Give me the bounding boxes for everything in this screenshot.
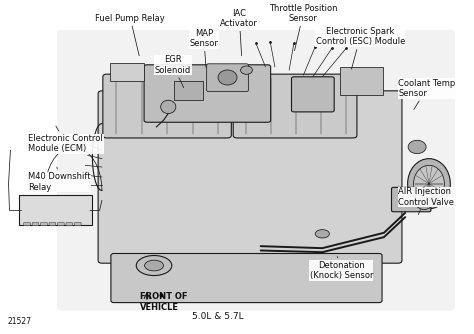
FancyBboxPatch shape [292, 77, 334, 112]
Text: Fuel Pump Relay: Fuel Pump Relay [95, 14, 165, 56]
Text: MAP
Sensor: MAP Sensor [190, 29, 218, 67]
FancyBboxPatch shape [392, 187, 431, 212]
Ellipse shape [218, 70, 237, 85]
Text: IAC
Activator: IAC Activator [220, 9, 258, 56]
Text: 21527: 21527 [7, 317, 31, 326]
Text: FRONT OF
VEHICLE: FRONT OF VEHICLE [140, 292, 187, 312]
Ellipse shape [413, 165, 444, 202]
Ellipse shape [136, 256, 172, 276]
Ellipse shape [415, 191, 434, 210]
FancyBboxPatch shape [340, 67, 383, 95]
FancyBboxPatch shape [110, 63, 144, 81]
Text: Detonation
(Knock) Sensor: Detonation (Knock) Sensor [310, 257, 373, 280]
Text: Throttle Position
Sensor: Throttle Position Sensor [269, 4, 337, 51]
FancyBboxPatch shape [66, 222, 73, 226]
FancyBboxPatch shape [32, 222, 39, 226]
FancyBboxPatch shape [207, 64, 248, 92]
FancyBboxPatch shape [111, 254, 382, 303]
FancyBboxPatch shape [103, 74, 231, 138]
Text: 5.0L & 5.7L: 5.0L & 5.7L [192, 312, 244, 321]
FancyBboxPatch shape [57, 30, 455, 311]
FancyBboxPatch shape [19, 195, 92, 225]
FancyBboxPatch shape [144, 65, 271, 122]
FancyBboxPatch shape [57, 222, 64, 226]
Ellipse shape [145, 260, 164, 271]
Text: Electronic Control
Module (ECM): Electronic Control Module (ECM) [28, 126, 103, 153]
Text: Electronic Spark
Control (ESC) Module: Electronic Spark Control (ESC) Module [316, 27, 405, 69]
Text: AIR Injection
Control Valve: AIR Injection Control Valve [398, 187, 454, 214]
Ellipse shape [240, 66, 252, 74]
FancyBboxPatch shape [49, 222, 56, 226]
FancyBboxPatch shape [233, 74, 357, 138]
Ellipse shape [408, 140, 426, 154]
FancyBboxPatch shape [24, 222, 30, 226]
Ellipse shape [315, 230, 329, 238]
Ellipse shape [161, 100, 176, 114]
Ellipse shape [408, 159, 450, 209]
FancyBboxPatch shape [41, 222, 47, 226]
FancyBboxPatch shape [174, 81, 203, 100]
Text: EGR
Solenoid: EGR Solenoid [155, 55, 191, 88]
FancyBboxPatch shape [98, 91, 402, 263]
FancyBboxPatch shape [74, 222, 81, 226]
Text: Coolant Temp
Sensor: Coolant Temp Sensor [398, 79, 456, 110]
Text: M40 Downshift
Relay: M40 Downshift Relay [28, 167, 91, 192]
